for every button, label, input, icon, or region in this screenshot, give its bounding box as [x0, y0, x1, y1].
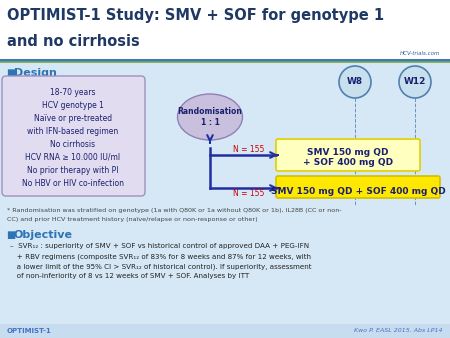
Circle shape	[339, 66, 371, 98]
Circle shape	[399, 66, 431, 98]
Text: and no cirrhosis: and no cirrhosis	[7, 34, 140, 49]
Text: No prior therapy with PI: No prior therapy with PI	[27, 166, 119, 175]
Text: OPTIMIST-1 Study: SMV + SOF for genotype 1: OPTIMIST-1 Study: SMV + SOF for genotype…	[7, 8, 384, 23]
Text: + RBV regimens (composite SVR₁₂ of 83% for 8 weeks and 87% for 12 weeks, with: + RBV regimens (composite SVR₁₂ of 83% f…	[10, 253, 311, 260]
Text: Objective: Objective	[14, 230, 73, 240]
Text: of non-inferiority of 8 vs 12 weeks of SMV + SOF. Analyses by ITT: of non-inferiority of 8 vs 12 weeks of S…	[10, 273, 249, 279]
Text: No HBV or HIV co-infection: No HBV or HIV co-infection	[22, 179, 124, 188]
Text: SMV 150 mg QD: SMV 150 mg QD	[307, 148, 389, 157]
Text: N = 155: N = 155	[233, 189, 265, 198]
FancyBboxPatch shape	[276, 139, 420, 171]
FancyBboxPatch shape	[276, 176, 440, 198]
Text: Naïve or pre-treated: Naïve or pre-treated	[34, 114, 112, 123]
Text: N = 155: N = 155	[233, 145, 265, 154]
Text: Randomisation
1 : 1: Randomisation 1 : 1	[178, 107, 243, 127]
Text: W8: W8	[347, 77, 363, 87]
Text: 18-70 years: 18-70 years	[50, 88, 96, 97]
Text: Design: Design	[14, 68, 57, 78]
Text: –  SVR₁₂ : superiority of SMV + SOF vs historical control of approved DAA + PEG-: – SVR₁₂ : superiority of SMV + SOF vs hi…	[10, 243, 309, 249]
Text: Kwo P. EASL 2015. Abs LP14: Kwo P. EASL 2015. Abs LP14	[355, 329, 443, 334]
Text: with IFN-based regimen: with IFN-based regimen	[27, 127, 119, 136]
FancyBboxPatch shape	[0, 324, 450, 338]
FancyBboxPatch shape	[0, 0, 450, 62]
Text: a lower limit of the 95% CI > SVR₁₂ of historical control). If superiority, asse: a lower limit of the 95% CI > SVR₁₂ of h…	[10, 263, 311, 269]
Text: ■: ■	[6, 68, 15, 78]
Text: * Randomisation was stratified on genotype (1a with Q80K or 1a without Q80K or 1: * Randomisation was stratified on genoty…	[7, 208, 342, 213]
Text: No cirrhosis: No cirrhosis	[50, 140, 95, 149]
Text: CC) and prior HCV treatment history (naïve/relapse or non-response or other): CC) and prior HCV treatment history (naï…	[7, 217, 257, 222]
Text: HCV genotype 1: HCV genotype 1	[42, 101, 104, 110]
Text: SMV 150 mg QD + SOF 400 mg QD: SMV 150 mg QD + SOF 400 mg QD	[270, 187, 446, 196]
Text: + SOF 400 mg QD: + SOF 400 mg QD	[303, 158, 393, 167]
Text: HCV-trials.com: HCV-trials.com	[400, 51, 440, 56]
FancyBboxPatch shape	[2, 76, 145, 196]
Text: ■: ■	[6, 230, 15, 240]
Text: HCV RNA ≥ 10.000 IU/ml: HCV RNA ≥ 10.000 IU/ml	[26, 153, 121, 162]
Ellipse shape	[177, 94, 243, 140]
Text: W12: W12	[404, 77, 426, 87]
Text: OPTIMIST-1: OPTIMIST-1	[7, 328, 52, 334]
